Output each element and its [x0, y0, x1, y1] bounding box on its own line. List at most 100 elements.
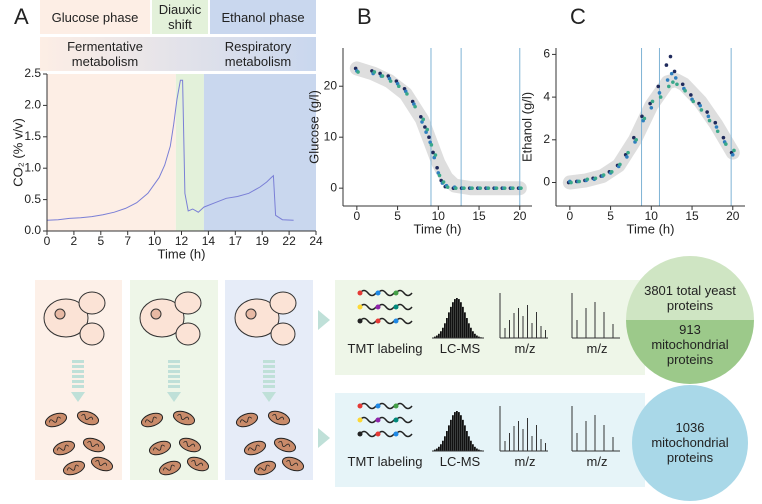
lcms-bar [472, 444, 474, 451]
lcms-bar [472, 331, 474, 338]
point [649, 105, 654, 110]
lcms-bar [448, 425, 450, 451]
peptide [395, 402, 413, 410]
phase-band [47, 74, 176, 231]
point [706, 114, 711, 119]
peptide [359, 317, 377, 325]
tag [357, 290, 363, 296]
tag [375, 304, 381, 310]
x-tick-label: 20 [726, 209, 740, 223]
x-tick-label: 2 [71, 234, 78, 248]
step-label: TMT labeling [347, 340, 423, 356]
arrow-dash [263, 375, 275, 378]
mitochondrion [253, 460, 277, 476]
tag [357, 403, 363, 409]
point [577, 179, 581, 184]
lcms-bar [476, 335, 478, 338]
arrow-dash [168, 375, 180, 378]
peptide [377, 430, 395, 438]
phase-header [210, 0, 316, 34]
point [445, 185, 450, 189]
point [732, 148, 736, 153]
point [494, 186, 499, 190]
point [698, 103, 702, 108]
x-tick-label: 20 [513, 209, 527, 223]
point [673, 76, 678, 80]
arrow-dash [263, 380, 275, 383]
cell [174, 291, 202, 315]
y-tick-label: 20 [324, 78, 338, 92]
cell [234, 298, 280, 338]
lcms-bar [462, 306, 464, 338]
point [668, 54, 673, 59]
lcms-bar [466, 431, 468, 451]
lcms-bar [434, 449, 436, 451]
peptide [395, 317, 413, 325]
lcms-bar [446, 431, 448, 451]
x-tick-label: 0 [567, 209, 574, 223]
point [715, 129, 720, 134]
metabolism-header [40, 37, 316, 71]
arrow-dash [72, 365, 84, 368]
cristae [286, 459, 299, 466]
step-label: m/z [586, 340, 608, 356]
arrow-dash [72, 360, 84, 363]
point [372, 70, 377, 74]
point [454, 186, 458, 190]
x-tick-label: 5 [607, 209, 614, 223]
step-label: LC-MS [439, 340, 481, 356]
point [593, 176, 598, 181]
phase-name: Diauxic shift [158, 2, 202, 32]
tag [357, 431, 363, 437]
point [405, 92, 409, 96]
point [721, 135, 726, 140]
phase-band [203, 74, 316, 231]
peptide [395, 303, 413, 311]
y-tick-label: 0.5 [24, 192, 41, 206]
phase-name: Ethanol phase [221, 9, 305, 25]
peptide [377, 402, 395, 410]
x-tick-label: 0 [354, 209, 361, 223]
step-label: m/z [514, 340, 536, 356]
point [683, 88, 687, 93]
y-tick-label: 2 [543, 132, 550, 146]
point [511, 186, 515, 190]
arrow-dash [263, 385, 275, 388]
y-tick-label: 6 [543, 47, 550, 61]
point [356, 70, 360, 74]
peptide [377, 303, 395, 311]
point [419, 115, 423, 119]
lcms-bar [454, 412, 456, 451]
circle-top [626, 256, 754, 320]
point [626, 150, 630, 155]
point [502, 186, 507, 190]
point [730, 152, 735, 157]
point [433, 153, 438, 157]
x-tick-label: 22 [282, 234, 296, 248]
circle [632, 385, 748, 501]
peptide [395, 289, 413, 297]
lcms-bar [440, 444, 442, 451]
x-tick-label: 14 [202, 234, 216, 248]
point [707, 118, 712, 123]
mitochondrion [148, 440, 172, 456]
cristae [278, 440, 291, 447]
cell [269, 291, 297, 315]
lcms-bar [442, 327, 444, 338]
tag [393, 318, 399, 324]
x-tick-label: 19 [256, 234, 270, 248]
lcms-bar [476, 448, 478, 451]
point [435, 165, 439, 170]
point [462, 186, 466, 190]
tag [375, 417, 381, 423]
result-label: 913 mitochondrial proteins [651, 321, 729, 367]
cristae [163, 464, 175, 471]
arrow-dash [263, 370, 275, 373]
arrow-dash [72, 385, 84, 388]
point [423, 125, 427, 129]
lcms-bar [456, 298, 458, 338]
cell [139, 298, 185, 338]
arrow [318, 310, 330, 330]
peptide [359, 402, 377, 410]
result-label: 3801 total yeast proteins [644, 283, 736, 313]
